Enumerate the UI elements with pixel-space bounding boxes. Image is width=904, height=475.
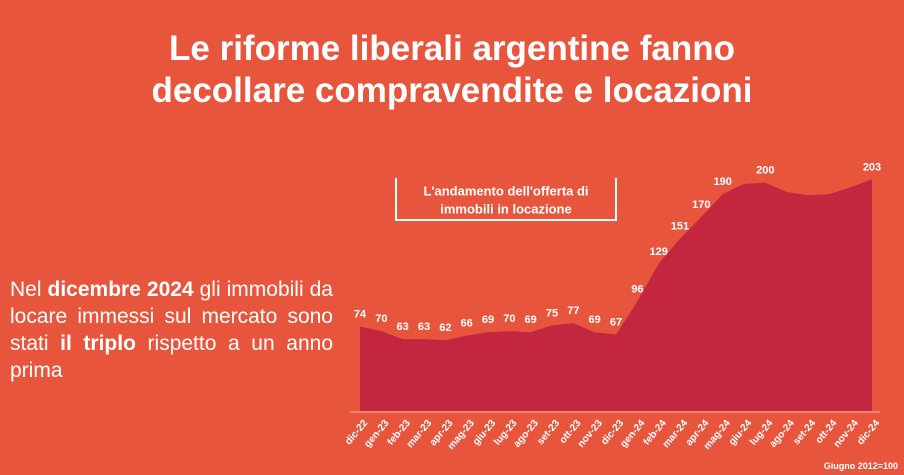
- data-label: 69: [482, 314, 494, 326]
- data-label: 75: [546, 307, 558, 319]
- data-label: 63: [418, 321, 430, 333]
- data-label: 77: [567, 305, 579, 317]
- data-label: 151: [671, 221, 689, 233]
- data-label: 203: [863, 161, 881, 173]
- paragraph: Nel dicembre 2024 gli immobili da locare…: [10, 276, 333, 384]
- chart-title: immobili in locazione: [440, 201, 571, 216]
- data-label: 66: [461, 318, 473, 330]
- x-tick-label: set-23: [535, 418, 562, 448]
- data-label: 74: [354, 309, 367, 321]
- text: gli immobili da locare immessi sul merca…: [10, 278, 333, 355]
- data-label: 170: [692, 199, 710, 211]
- title-line: Le riforme liberali argentine fanno: [169, 29, 735, 68]
- chart-title-box: [395, 178, 617, 221]
- data-label: 67: [610, 317, 622, 329]
- text-bold: dicembre 2024: [47, 278, 194, 301]
- data-label: 96: [631, 283, 643, 295]
- data-label: 70: [375, 313, 387, 325]
- data-label: 63: [397, 321, 409, 333]
- data-label: 129: [649, 246, 667, 258]
- x-tick-label: set-24: [791, 418, 818, 448]
- data-label: 69: [525, 314, 537, 326]
- note: Giugno 2012=100: [824, 461, 898, 471]
- text: Nel: [10, 278, 48, 301]
- x-tick-label: dic-24: [855, 418, 882, 448]
- data-label: 200: [756, 165, 774, 177]
- data-label: 190: [713, 176, 731, 188]
- text-bold: il triplo: [60, 332, 136, 355]
- title: Le riforme liberali argentine fanno deco…: [0, 28, 904, 112]
- data-label: 70: [503, 313, 515, 325]
- text: rispetto a un anno prima: [10, 332, 333, 382]
- title-line: decollare compravendite e locazioni: [151, 71, 753, 110]
- chart-title: L'andamento dell'offerta di: [423, 183, 588, 198]
- data-label: 62: [439, 322, 451, 334]
- data-label: 69: [589, 314, 601, 326]
- area: [360, 179, 872, 411]
